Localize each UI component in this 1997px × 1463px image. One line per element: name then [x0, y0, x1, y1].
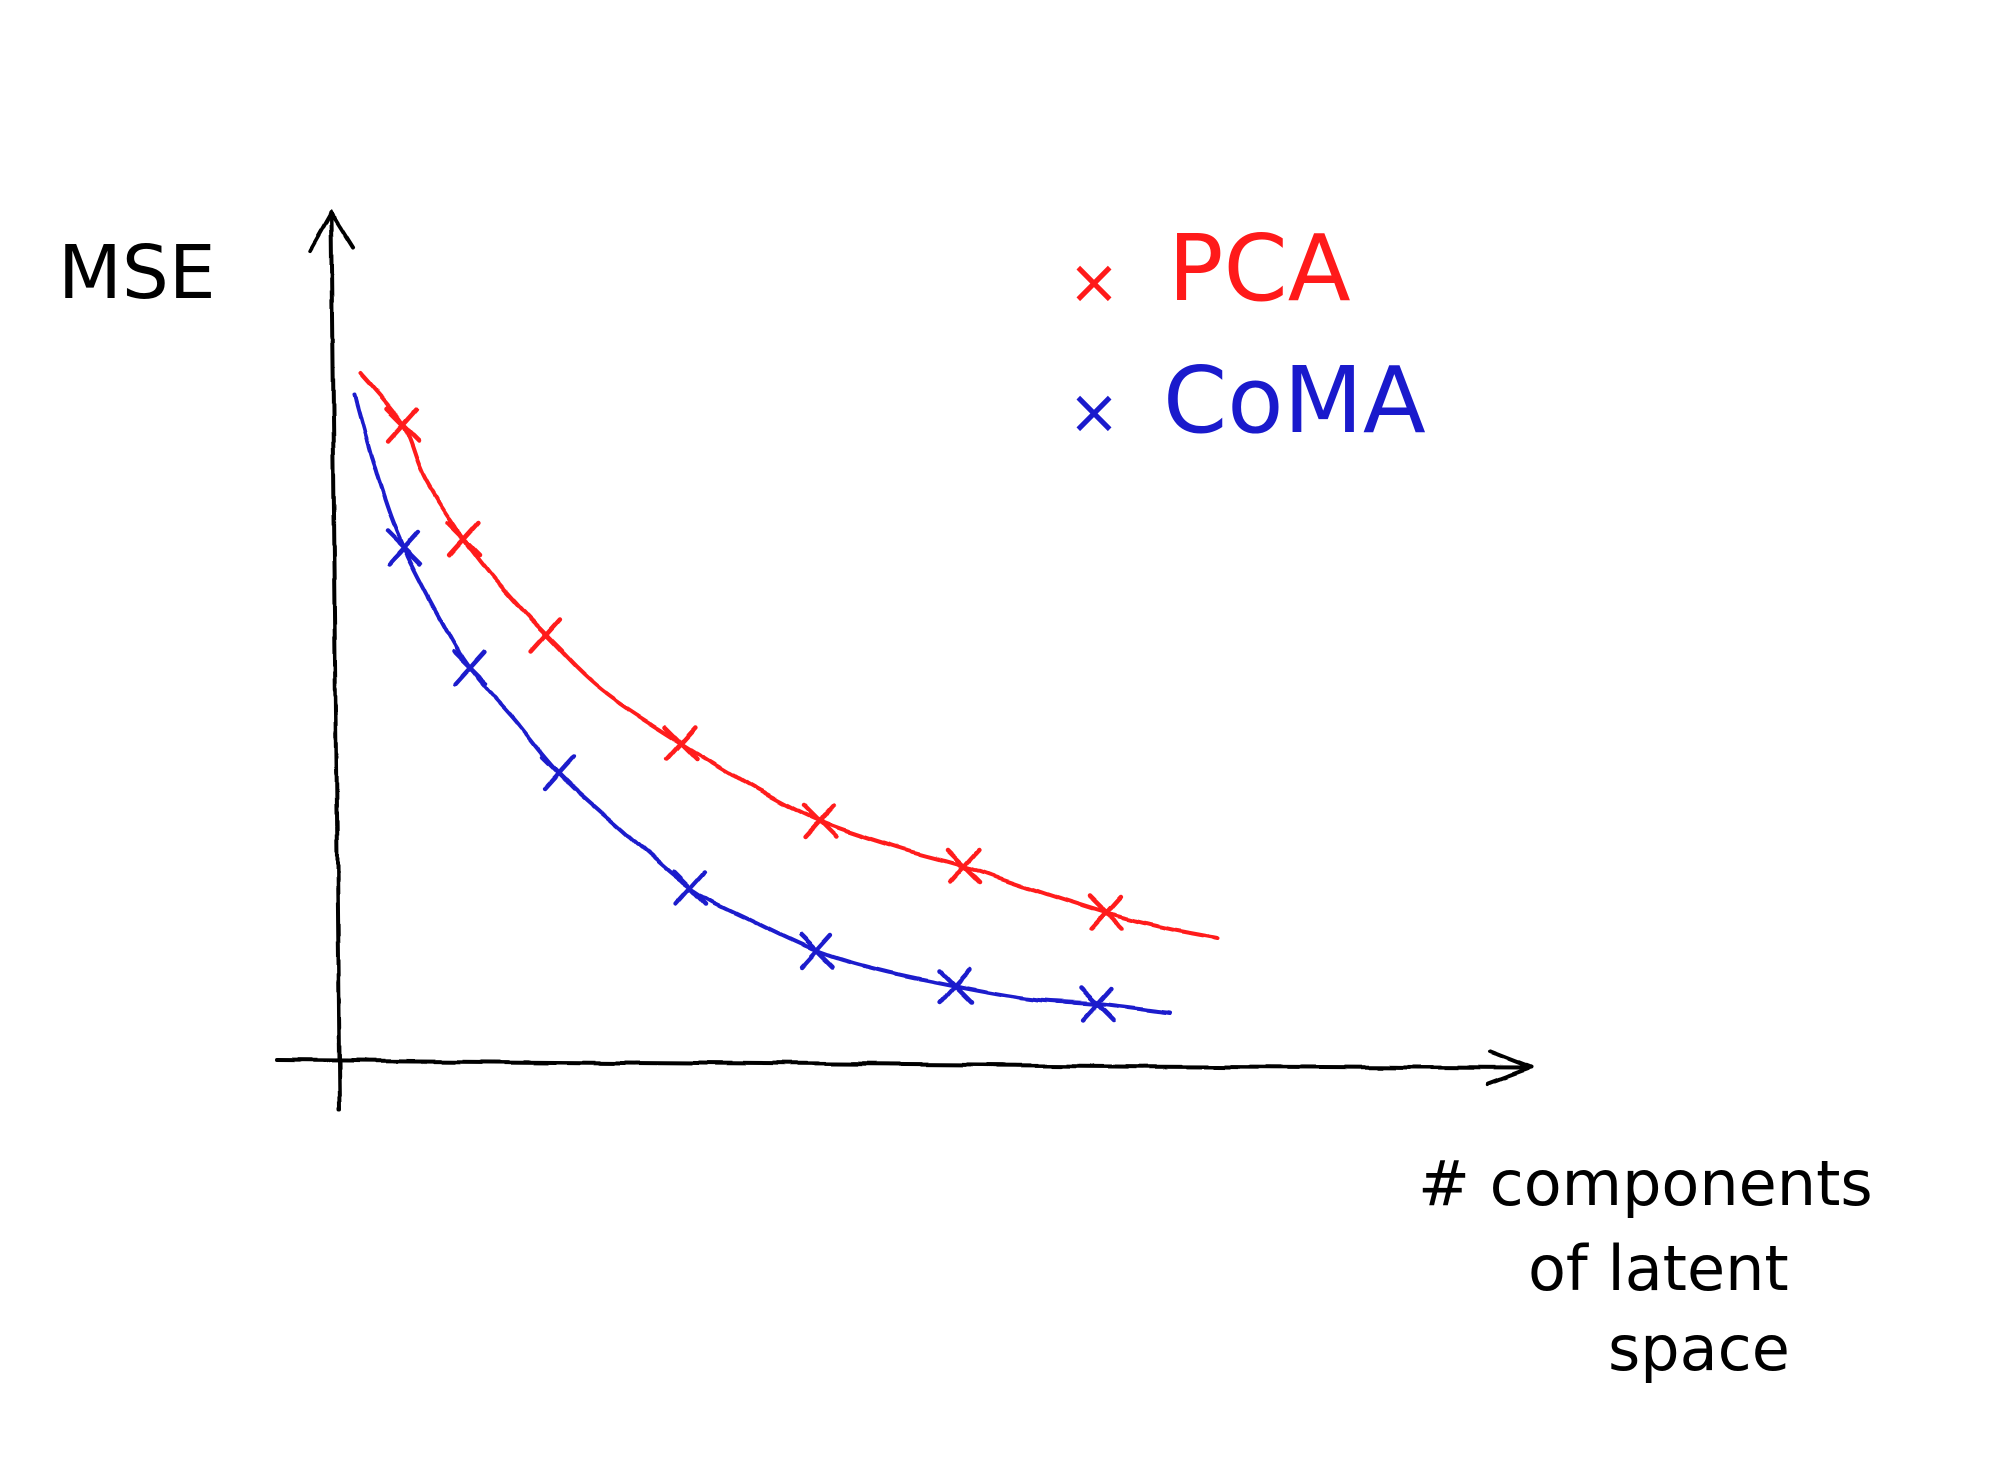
- data-point-coma-5: [798, 932, 836, 970]
- legend-label-coma: CoMA: [1163, 347, 1426, 454]
- x-axis-line: [276, 1058, 1532, 1070]
- legend-marker-pca: ×: [1068, 245, 1120, 318]
- data-point-pca-6: [945, 847, 983, 885]
- y-axis-label: MSE: [58, 230, 216, 316]
- data-point-coma-2: [451, 649, 489, 687]
- data-point-coma-6: [936, 967, 974, 1005]
- data-point-coma-7: [1078, 985, 1116, 1023]
- x-axis-label-line-2: of latent: [1528, 1232, 1789, 1305]
- legend-label-pca: PCA: [1168, 215, 1351, 322]
- data-point-coma-3: [540, 754, 578, 792]
- data-point-coma-1: [385, 529, 423, 567]
- data-point-pca-4: [662, 724, 700, 762]
- legend: × PCA × CoMA: [1068, 215, 1426, 454]
- legend-entry-pca: × PCA: [1068, 215, 1351, 322]
- data-point-pca-7: [1087, 894, 1125, 932]
- axes: [276, 211, 1533, 1112]
- legend-marker-coma: ×: [1068, 375, 1120, 448]
- data-point-coma-4: [671, 869, 709, 907]
- legend-entry-coma: × CoMA: [1068, 347, 1426, 454]
- series-line-pca: [358, 371, 1220, 940]
- series-layer: [353, 371, 1220, 1015]
- data-point-pca-5: [801, 802, 839, 840]
- y-axis-line: [329, 213, 342, 1112]
- x-axis-arrowhead: [1486, 1050, 1533, 1086]
- data-point-pca-3: [527, 616, 565, 654]
- y-axis-arrowhead: [308, 211, 355, 252]
- series-line-coma: [353, 393, 1172, 1015]
- data-point-pca-1: [384, 406, 422, 444]
- x-axis-label-line-1: # components: [1418, 1147, 1873, 1220]
- axis-labels: MSE # components of latent space: [58, 230, 1873, 1385]
- marker-layer: [384, 406, 1125, 1023]
- data-point-pca-2: [445, 520, 483, 558]
- x-axis-label-line-3: space: [1608, 1312, 1790, 1385]
